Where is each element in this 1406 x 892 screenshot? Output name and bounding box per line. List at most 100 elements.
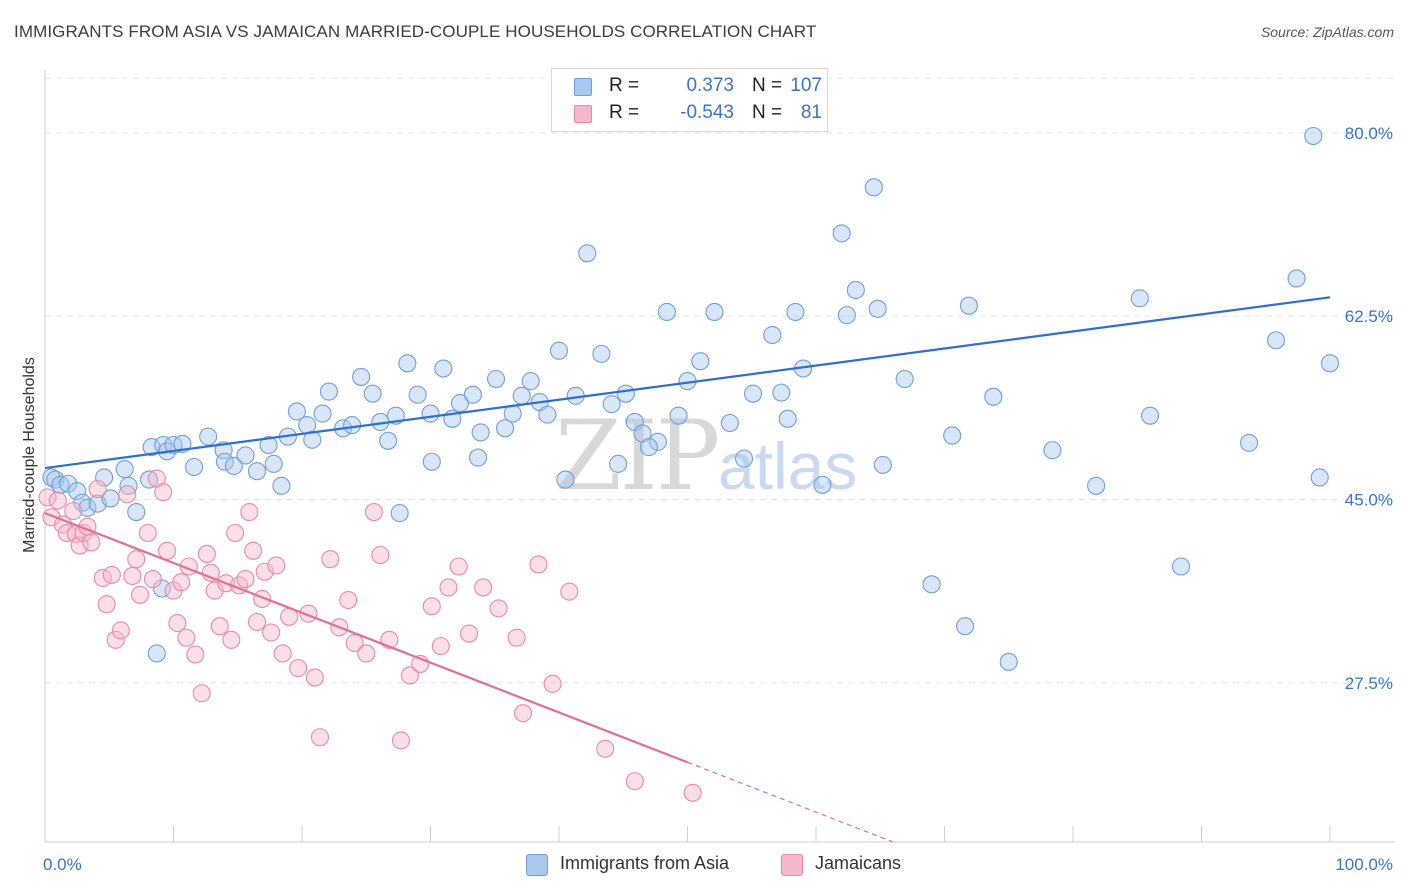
- jamaica-point: [357, 644, 376, 663]
- asia-point: [578, 244, 597, 263]
- asia-point: [101, 489, 120, 508]
- legend-r-label: R =: [609, 102, 640, 123]
- jamaica-point: [273, 644, 292, 663]
- asia-point: [521, 372, 540, 391]
- asia-point: [639, 438, 659, 457]
- legend-swatch-asia: [574, 78, 592, 96]
- asia-point: [140, 470, 159, 489]
- asia-point: [313, 404, 332, 423]
- asia-point: [743, 384, 763, 403]
- asia-point: [943, 426, 962, 445]
- asia-point: [1266, 331, 1286, 350]
- y-tick-label: 80.0%: [1345, 124, 1393, 143]
- asia-point: [1304, 126, 1323, 146]
- asia-point: [616, 384, 635, 403]
- asia-point: [959, 296, 978, 315]
- jamaica-point: [439, 578, 458, 597]
- jamaica-point: [236, 570, 255, 589]
- jamaica-point: [177, 628, 196, 647]
- jamaica-point: [371, 545, 390, 565]
- jamaica-point: [158, 541, 177, 560]
- jamaica-point: [449, 557, 468, 576]
- jamaica-point: [226, 523, 245, 543]
- legend-n-value: 107: [790, 75, 822, 96]
- asia-point: [214, 441, 233, 460]
- asia-point: [1287, 269, 1306, 288]
- asia-point: [352, 367, 371, 386]
- asia-point: [363, 384, 382, 403]
- asia-point: [786, 302, 805, 322]
- asia-point: [451, 394, 470, 413]
- x-tick-label: 0.0%: [43, 855, 82, 874]
- legend-swatch-jamaicans: [574, 105, 592, 123]
- jamaica-point: [192, 684, 211, 703]
- asia-point: [343, 416, 362, 435]
- asia-point: [408, 385, 427, 404]
- asia-point: [434, 359, 453, 378]
- asia-point: [422, 452, 441, 471]
- y-tick-label: 27.5%: [1345, 674, 1393, 693]
- asia-point: [763, 325, 782, 345]
- jamaica-point: [431, 637, 450, 656]
- jamaica-point: [186, 645, 205, 664]
- jamaica-point: [305, 668, 324, 687]
- asia-point: [734, 449, 754, 468]
- legend-r-value: -0.543: [680, 102, 734, 123]
- jamaica-point: [262, 623, 281, 642]
- jamaica-point: [289, 659, 308, 678]
- jamaica-point: [244, 541, 263, 560]
- jamaica-point: [400, 666, 419, 685]
- asia-point: [846, 280, 865, 300]
- asia-point: [147, 644, 166, 663]
- jamaica-point: [127, 550, 146, 569]
- asia-point: [512, 386, 531, 405]
- jamaica-point: [321, 550, 340, 569]
- jamaica-point: [102, 565, 121, 584]
- asia-point: [1130, 289, 1149, 308]
- asia-point: [379, 431, 398, 450]
- asia-point: [471, 423, 490, 442]
- jamaica-point: [529, 555, 548, 574]
- jamaica-trend-line: [44, 512, 688, 764]
- jamaica-point: [118, 485, 137, 504]
- chart-title: IMMIGRANTS FROM ASIA VS JAMAICAN MARRIED…: [14, 22, 817, 41]
- asia-point: [95, 468, 114, 487]
- watermark-atlas: atlas: [718, 429, 858, 503]
- jamaica-point: [111, 621, 130, 640]
- jamaica-point: [172, 573, 191, 592]
- jamaica-point: [97, 595, 116, 614]
- jamaica-point: [474, 578, 493, 597]
- jamaica-point: [267, 556, 286, 575]
- jamaica-point: [168, 614, 187, 633]
- jamaica-point: [339, 590, 358, 610]
- asia-point: [691, 352, 710, 371]
- asia-point: [199, 427, 218, 446]
- asia-point: [1141, 406, 1160, 425]
- jamaica-point: [625, 772, 644, 791]
- jamaica-point: [201, 563, 220, 582]
- asia-point: [259, 435, 278, 455]
- asia-point: [272, 476, 291, 495]
- legend-n-label: N =: [752, 75, 783, 96]
- asia-point: [215, 452, 234, 471]
- asia-point: [390, 504, 409, 523]
- asia-point: [264, 454, 283, 473]
- legend-n-label: N =: [752, 102, 783, 123]
- asia-point: [1239, 433, 1259, 452]
- bottom-legend-swatch-asia: [526, 854, 548, 876]
- jamaica-point: [364, 502, 384, 522]
- jamaica-point: [82, 533, 101, 552]
- asia-point: [657, 302, 676, 322]
- jamaica-point: [240, 502, 259, 522]
- asia-point: [837, 306, 856, 325]
- asia-point: [984, 387, 1003, 406]
- asia-point: [813, 475, 832, 494]
- jamaica-point: [48, 491, 67, 510]
- asia-point: [772, 383, 791, 402]
- bottom-legend-label-asia: Immigrants from Asia: [560, 853, 730, 873]
- jamaica-point: [247, 612, 267, 632]
- jamaica-point: [138, 523, 157, 543]
- jamaica-point: [255, 562, 274, 581]
- x-tick-label: 100.0%: [1335, 855, 1393, 874]
